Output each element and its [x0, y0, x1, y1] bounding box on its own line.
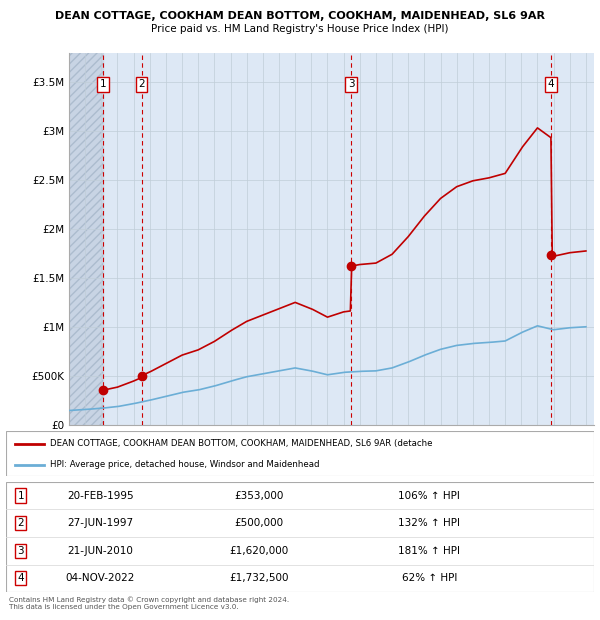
Text: Contains HM Land Registry data © Crown copyright and database right 2024.
This d: Contains HM Land Registry data © Crown c…: [9, 596, 289, 610]
Text: 1: 1: [17, 490, 24, 500]
Text: 21-JUN-2010: 21-JUN-2010: [67, 546, 133, 556]
Text: 3: 3: [17, 546, 24, 556]
Text: 2: 2: [138, 79, 145, 89]
Text: 132% ↑ HPI: 132% ↑ HPI: [398, 518, 460, 528]
Text: Price paid vs. HM Land Registry's House Price Index (HPI): Price paid vs. HM Land Registry's House …: [151, 24, 449, 33]
Text: £1,732,500: £1,732,500: [229, 574, 289, 583]
Text: 2: 2: [17, 518, 24, 528]
Text: 1: 1: [100, 79, 107, 89]
Bar: [69, 53, 103, 425]
Text: 27-JUN-1997: 27-JUN-1997: [67, 518, 133, 528]
Text: 62% ↑ HPI: 62% ↑ HPI: [401, 574, 457, 583]
Text: DEAN COTTAGE, COOKHAM DEAN BOTTOM, COOKHAM, MAIDENHEAD, SL6 9AR: DEAN COTTAGE, COOKHAM DEAN BOTTOM, COOKH…: [55, 11, 545, 21]
Text: 181% ↑ HPI: 181% ↑ HPI: [398, 546, 460, 556]
Text: £353,000: £353,000: [234, 490, 284, 500]
Text: 4: 4: [548, 79, 554, 89]
Text: 04-NOV-2022: 04-NOV-2022: [65, 574, 135, 583]
Text: 4: 4: [17, 574, 24, 583]
Text: DEAN COTTAGE, COOKHAM DEAN BOTTOM, COOKHAM, MAIDENHEAD, SL6 9AR (detache: DEAN COTTAGE, COOKHAM DEAN BOTTOM, COOKH…: [50, 439, 433, 448]
Text: 106% ↑ HPI: 106% ↑ HPI: [398, 490, 460, 500]
Text: 3: 3: [348, 79, 355, 89]
Bar: [69, 53, 103, 425]
Text: £500,000: £500,000: [234, 518, 283, 528]
Text: 20-FEB-1995: 20-FEB-1995: [67, 490, 133, 500]
Text: £1,620,000: £1,620,000: [229, 546, 289, 556]
Text: HPI: Average price, detached house, Windsor and Maidenhead: HPI: Average price, detached house, Wind…: [50, 460, 320, 469]
